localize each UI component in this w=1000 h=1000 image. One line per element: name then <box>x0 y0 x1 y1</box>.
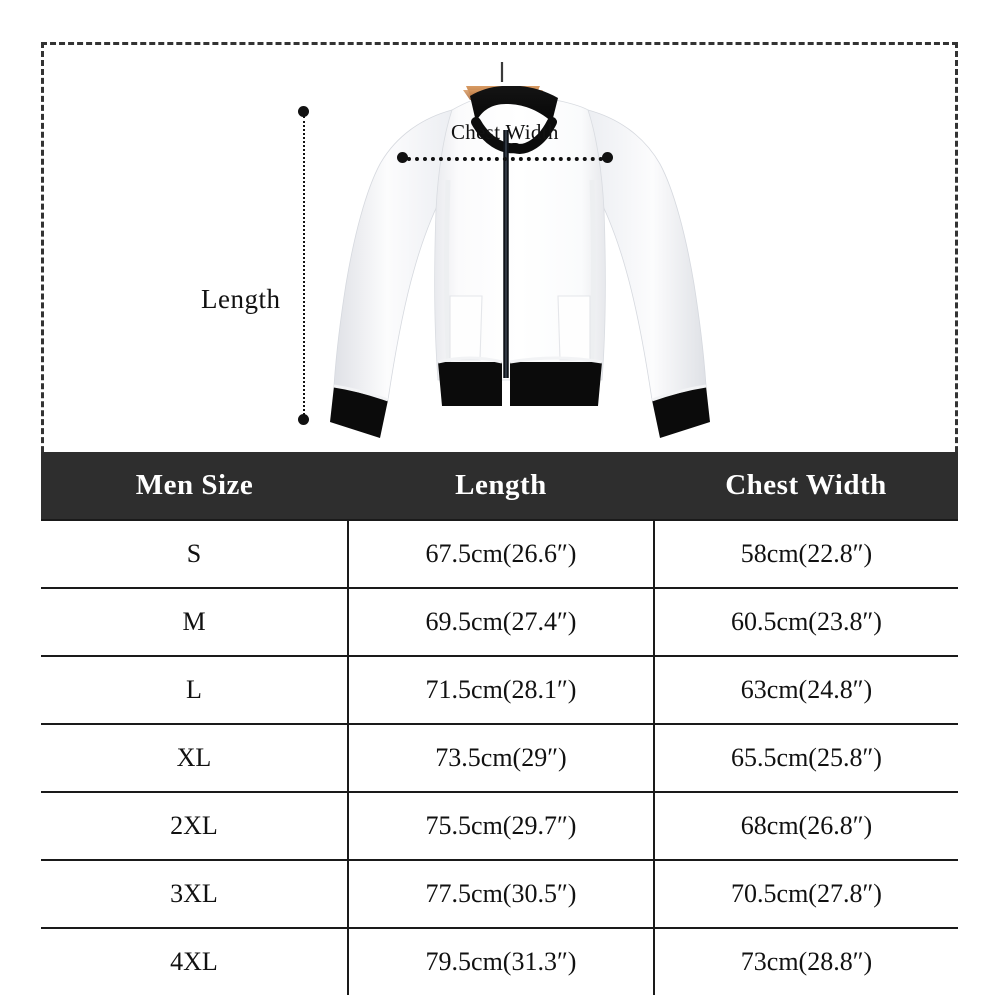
table-header: Men Size Length Chest Width <box>41 452 958 520</box>
chest-width-cell: 60.5cm(23.8″) <box>653 587 958 657</box>
table-row: L 71.5cm(28.1″) 63cm(24.8″) <box>41 655 958 725</box>
garment-illustration: Length Chest Width <box>41 42 958 452</box>
length-label: Length <box>201 284 281 314</box>
chest-width-measure-left-endpoint <box>397 152 408 163</box>
jacket-illustration <box>330 62 710 438</box>
table-row: M 69.5cm(27.4″) 60.5cm(23.8″) <box>41 587 958 657</box>
chest-width-cell: 70.5cm(27.8″) <box>653 859 958 929</box>
size-cell: XL <box>41 723 349 793</box>
chest-width-cell: 68cm(26.8″) <box>653 791 958 861</box>
length-cell: 77.5cm(30.5″) <box>347 859 655 929</box>
length-cell: 71.5cm(28.1″) <box>347 655 655 725</box>
length-cell: 79.5cm(31.3″) <box>347 927 655 995</box>
chest-width-measure-right-endpoint <box>602 152 613 163</box>
chest-width-cell: 58cm(22.8″) <box>653 519 958 589</box>
column-header-chest-width: Chest Width <box>654 452 958 520</box>
length-cell: 73.5cm(29″) <box>347 723 655 793</box>
column-header-men-size: Men Size <box>41 452 348 520</box>
chest-width-cell: 65.5cm(25.8″) <box>653 723 958 793</box>
size-cell: 4XL <box>41 927 349 995</box>
chest-width-measure-line <box>397 152 613 163</box>
length-measure-top-endpoint <box>298 106 309 117</box>
length-measure-dotted-line <box>303 116 305 415</box>
size-cell: S <box>41 519 349 589</box>
table-row: 2XL 75.5cm(29.7″) 68cm(26.8″) <box>41 791 958 861</box>
table-row: 3XL 77.5cm(30.5″) 70.5cm(27.8″) <box>41 859 958 929</box>
size-cell: M <box>41 587 349 657</box>
size-chart-table: Men Size Length Chest Width S 67.5cm(26.6… <box>41 452 958 995</box>
length-cell: 75.5cm(29.7″) <box>347 791 655 861</box>
table-row: 4XL 79.5cm(31.3″) 73cm(28.8″) <box>41 927 958 995</box>
length-cell: 69.5cm(27.4″) <box>347 587 655 657</box>
size-cell: L <box>41 655 349 725</box>
size-cell: 3XL <box>41 859 349 929</box>
column-header-length: Length <box>348 452 654 520</box>
chest-width-cell: 73cm(28.8″) <box>653 927 958 995</box>
size-cell: 2XL <box>41 791 349 861</box>
chest-width-measure-dotted-line <box>407 157 603 161</box>
table-header-row: Men Size Length Chest Width <box>41 452 958 520</box>
table-body: S 67.5cm(26.6″) 58cm(22.8″) M 69.5cm(27.4″) 6… <box>41 519 958 995</box>
length-measure-line <box>298 106 309 425</box>
chest-width-cell: 63cm(24.8″) <box>653 655 958 725</box>
length-measure-bottom-endpoint <box>298 414 309 425</box>
table-row: S 67.5cm(26.6″) 58cm(22.8″) <box>41 519 958 589</box>
table-row: XL 73.5cm(29″) 65.5cm(25.8″) <box>41 723 958 793</box>
chest-width-label: Chest Width <box>451 120 559 144</box>
length-cell: 67.5cm(26.6″) <box>347 519 655 589</box>
